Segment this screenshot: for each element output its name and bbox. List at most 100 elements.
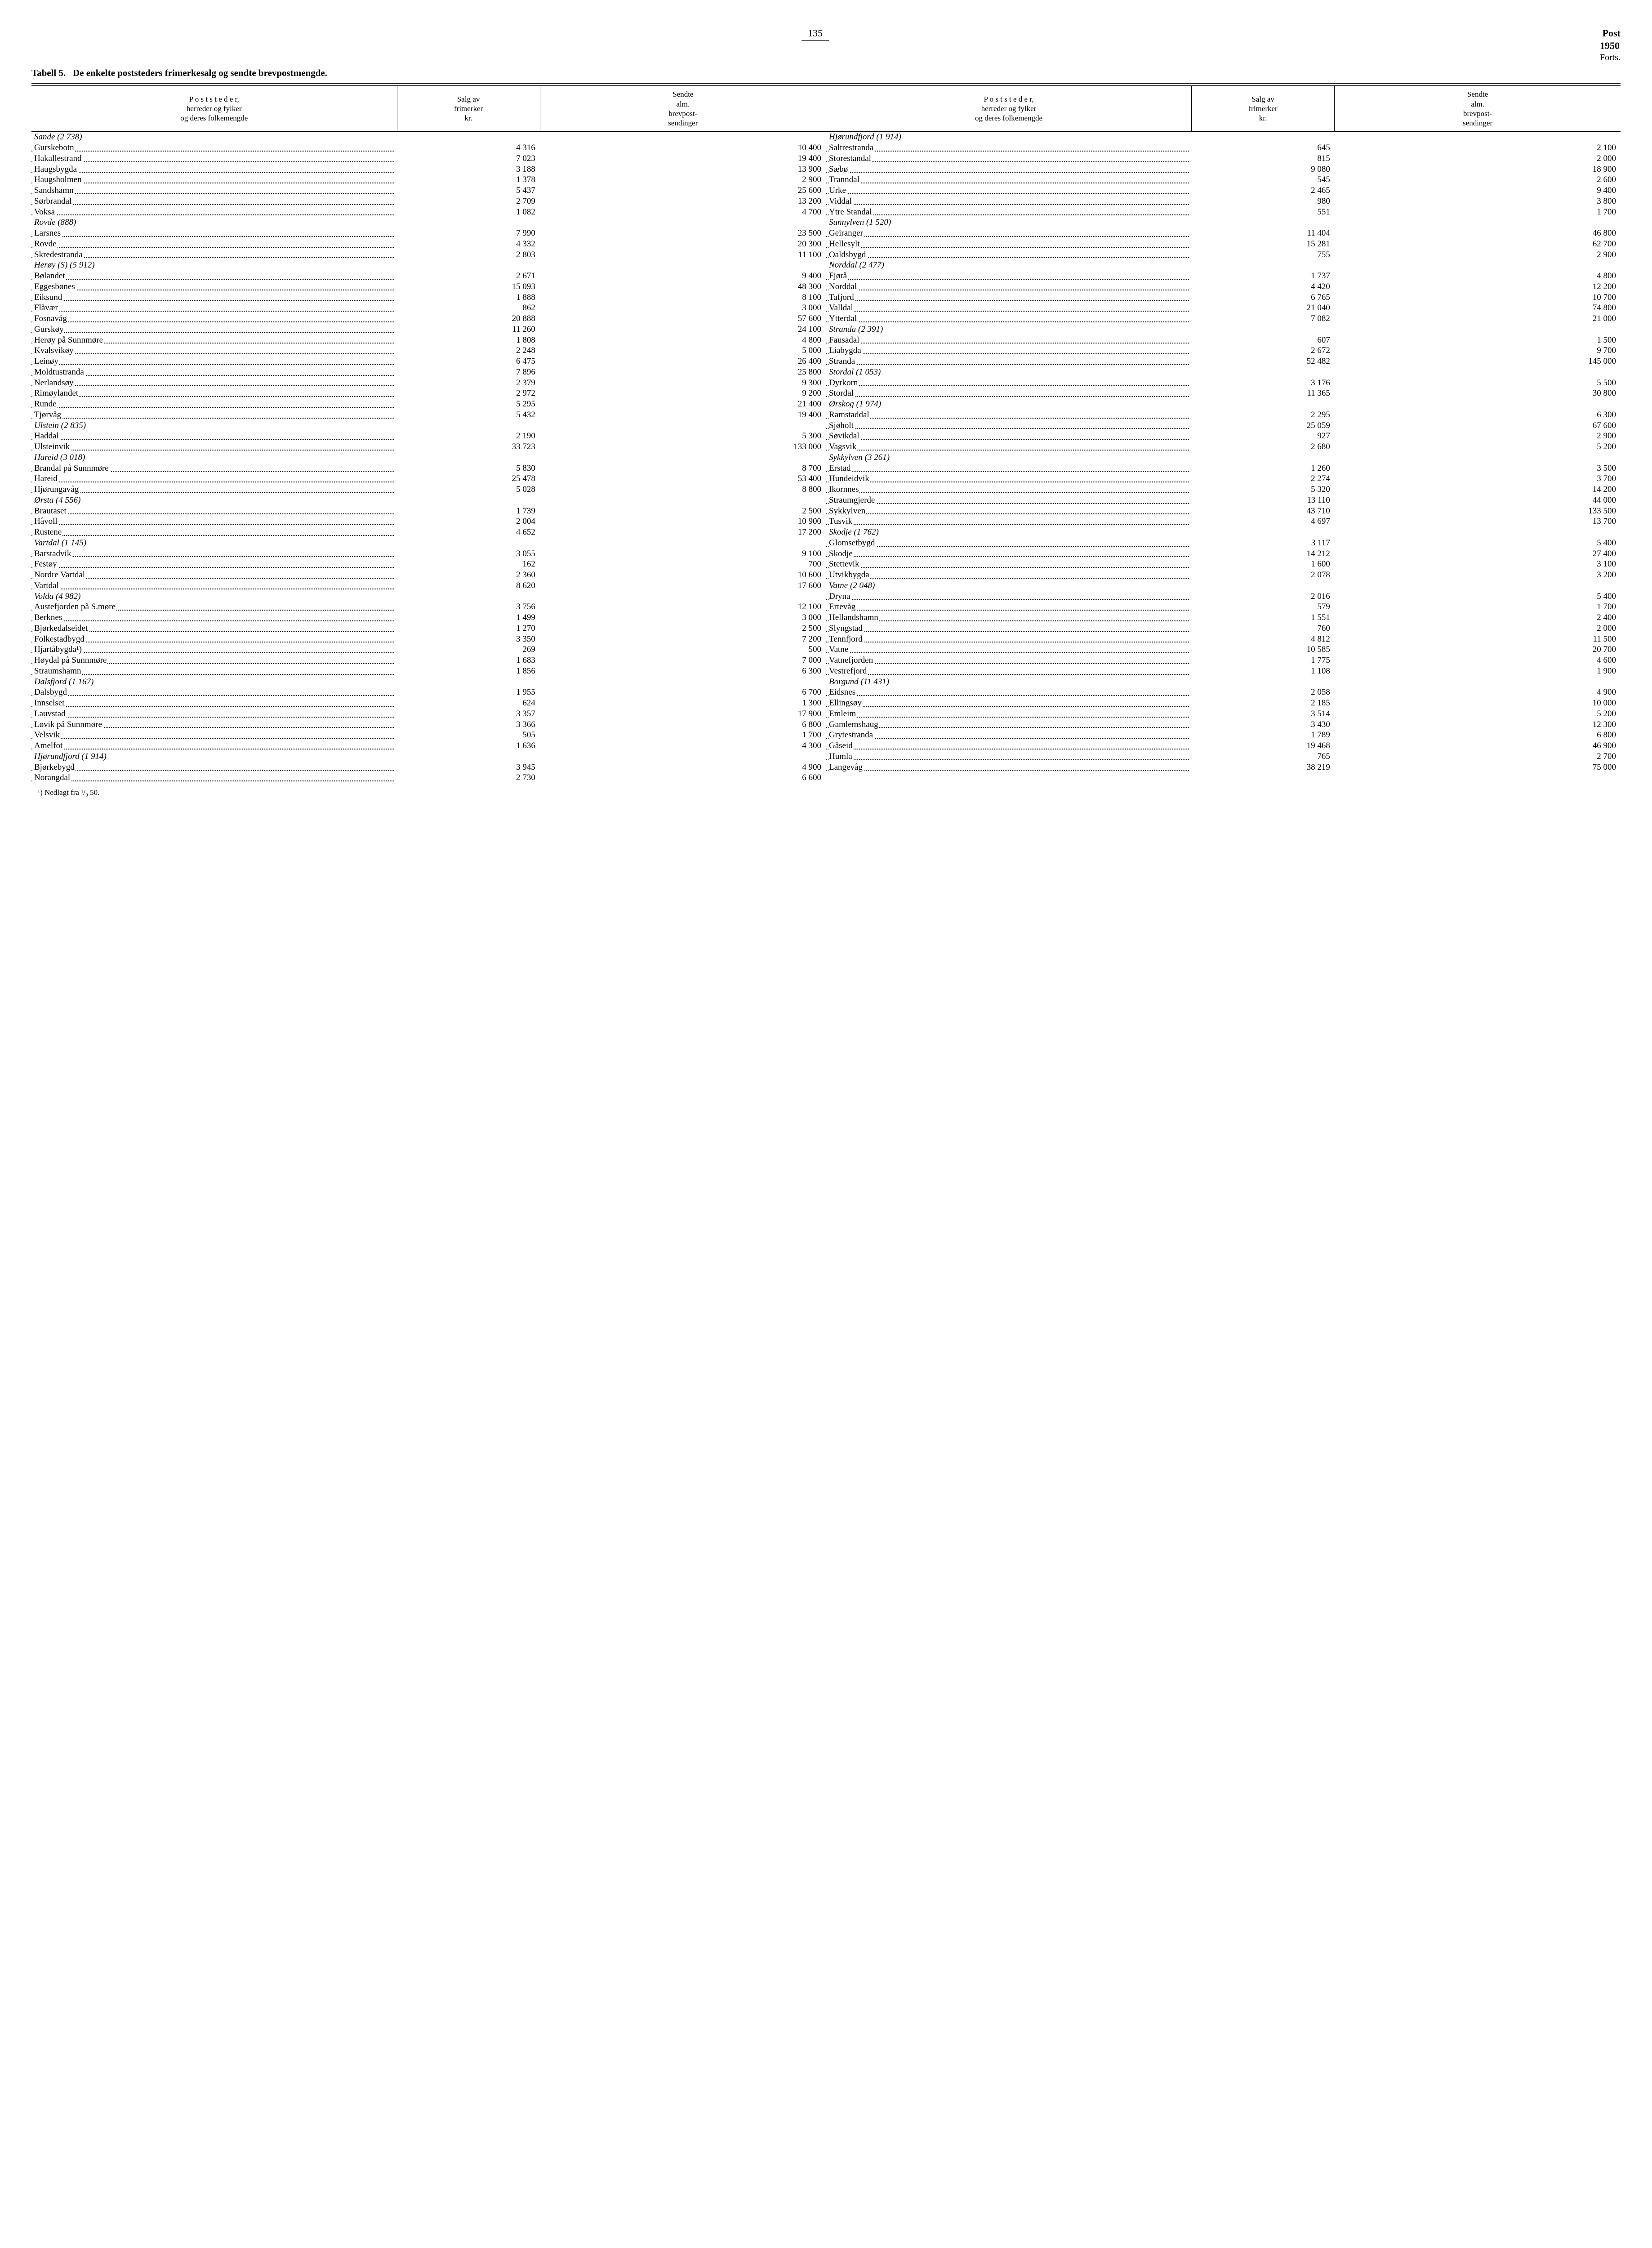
- place-name: Tjørvåg: [31, 410, 397, 420]
- group-heading: Borgund (11 431): [826, 677, 1621, 687]
- place-name: Høydal på Sunnmøre: [31, 655, 397, 666]
- place-name: Tusvik: [826, 516, 1192, 527]
- place-name: Glomsetbygd: [826, 538, 1192, 549]
- stamps-value: 2 671: [397, 271, 540, 281]
- place-name: Eiksund: [31, 292, 397, 303]
- stamps-value: 7 990: [397, 228, 540, 239]
- mail-value: 2 000: [1335, 623, 1621, 634]
- stamps-value: 5 295: [397, 399, 540, 410]
- place-name: Bjørkebygd: [31, 762, 397, 773]
- group-heading: Norddal (2 477): [826, 260, 1621, 271]
- stamps-value: 52 482: [1192, 356, 1335, 367]
- stamps-value: 4 812: [1192, 634, 1335, 645]
- mail-value: 1 700: [1335, 207, 1621, 218]
- place-name: Fosnavåg: [31, 313, 397, 324]
- stamps-value: 21 040: [1192, 303, 1335, 313]
- mail-value: 26 400: [540, 356, 826, 367]
- mail-value: 48 300: [540, 281, 826, 292]
- group-heading: Hjørundfjord (1 914): [31, 751, 826, 762]
- mail-value: 62 700: [1335, 239, 1621, 250]
- group-heading: Ørsta (4 556): [31, 495, 826, 506]
- right-inner-table: Hjørundfjord (1 914)Saltrestranda6452 10…: [826, 132, 1621, 772]
- mail-value: 53 400: [540, 473, 826, 484]
- place-name: Stordal: [826, 388, 1192, 399]
- stamps-value: 1 378: [397, 174, 540, 185]
- stamps-value: 2 190: [397, 431, 540, 442]
- place-name: Dryna: [826, 591, 1192, 602]
- group-heading: Rovde (888): [31, 217, 826, 228]
- mail-value: 24 100: [540, 324, 826, 335]
- mail-value: 25 600: [540, 185, 826, 196]
- place-name: Hareid: [31, 473, 397, 484]
- mail-value: 27 400: [1335, 549, 1621, 559]
- place-name: Brandal på Sunnmøre: [31, 463, 397, 474]
- page-header: 135 Post 1950 Forts.: [31, 27, 1621, 63]
- mail-value: 19 400: [540, 153, 826, 164]
- mail-value: 4 700: [540, 207, 826, 218]
- stamps-value: 3 756: [397, 602, 540, 612]
- mail-value: 44 000: [1335, 495, 1621, 506]
- place-name: Amelfot: [31, 740, 397, 751]
- place-name: Haugsbygda: [31, 164, 397, 175]
- left-block-cell: Sande (2 738)Gurskebotn4 31610 400Hakall…: [31, 132, 826, 783]
- group-heading: Vatne (2 048): [826, 580, 1621, 591]
- stamps-value: 1 955: [397, 687, 540, 698]
- header-forts: Forts.: [1599, 52, 1621, 63]
- stamps-value: 765: [1192, 751, 1335, 762]
- mail-value: 1 900: [1335, 666, 1621, 677]
- stamps-value: 25 478: [397, 473, 540, 484]
- stamps-value: 1 683: [397, 655, 540, 666]
- group-heading: Vartdal (1 145): [31, 538, 826, 549]
- mail-value: 9 200: [540, 388, 826, 399]
- place-name: Rovde: [31, 239, 397, 250]
- page-number: 135: [802, 27, 829, 41]
- place-name: Ikornnes: [826, 484, 1192, 495]
- place-name: Festøy: [31, 559, 397, 570]
- place-name: Skodje: [826, 549, 1192, 559]
- stamps-value: 38 219: [1192, 762, 1335, 773]
- stamps-value: 2 680: [1192, 442, 1335, 452]
- group-heading: Skodje (1 762): [826, 527, 1621, 538]
- mail-value: 1 500: [1335, 335, 1621, 346]
- stamps-value: 5 028: [397, 484, 540, 495]
- place-name: Sørbrandal: [31, 196, 397, 207]
- mail-value: 8 800: [540, 484, 826, 495]
- stamps-value: 4 652: [397, 527, 540, 538]
- mail-value: 21 400: [540, 399, 826, 410]
- mail-value: 11 500: [1335, 634, 1621, 645]
- place-name: Slyngstad: [826, 623, 1192, 634]
- place-name: Fausadal: [826, 335, 1192, 346]
- place-name: Barstadvik: [31, 549, 397, 559]
- mail-value: 17 200: [540, 527, 826, 538]
- mail-value: 12 200: [1335, 281, 1621, 292]
- mail-value: 2 700: [1335, 751, 1621, 762]
- place-name: Flåvær: [31, 303, 397, 313]
- place-name: Viddal: [826, 196, 1192, 207]
- mail-value: 9 400: [1335, 185, 1621, 196]
- mail-value: 6 800: [540, 719, 826, 730]
- place-name: Hellandshamn: [826, 612, 1192, 623]
- stamps-value: 645: [1192, 143, 1335, 153]
- mail-value: 5 000: [540, 345, 826, 356]
- stamps-value: 3 945: [397, 762, 540, 773]
- caption-text: De enkelte poststeders frimerkesalg og s…: [73, 67, 327, 78]
- stamps-value: 14 212: [1192, 549, 1335, 559]
- stamps-value: 2 004: [397, 516, 540, 527]
- place-name: Vartdal: [31, 580, 397, 591]
- mail-value: 2 100: [1335, 143, 1621, 153]
- place-name: Tafjord: [826, 292, 1192, 303]
- mail-value: 3 500: [1335, 463, 1621, 474]
- stamps-value: 3 430: [1192, 719, 1335, 730]
- stamps-value: 25 059: [1192, 420, 1335, 431]
- place-name: Moldtustranda: [31, 367, 397, 378]
- mail-value: 17 600: [540, 580, 826, 591]
- place-name: Stranda: [826, 356, 1192, 367]
- mail-value: 21 000: [1335, 313, 1621, 324]
- mail-value: 5 200: [1335, 709, 1621, 719]
- stamps-value: 1 551: [1192, 612, 1335, 623]
- stamps-value: 162: [397, 559, 540, 570]
- group-heading: Sunnylven (1 520): [826, 217, 1621, 228]
- mail-value: 4 600: [1335, 655, 1621, 666]
- place-name: Rimøylandet: [31, 388, 397, 399]
- mail-value: 3 800: [1335, 196, 1621, 207]
